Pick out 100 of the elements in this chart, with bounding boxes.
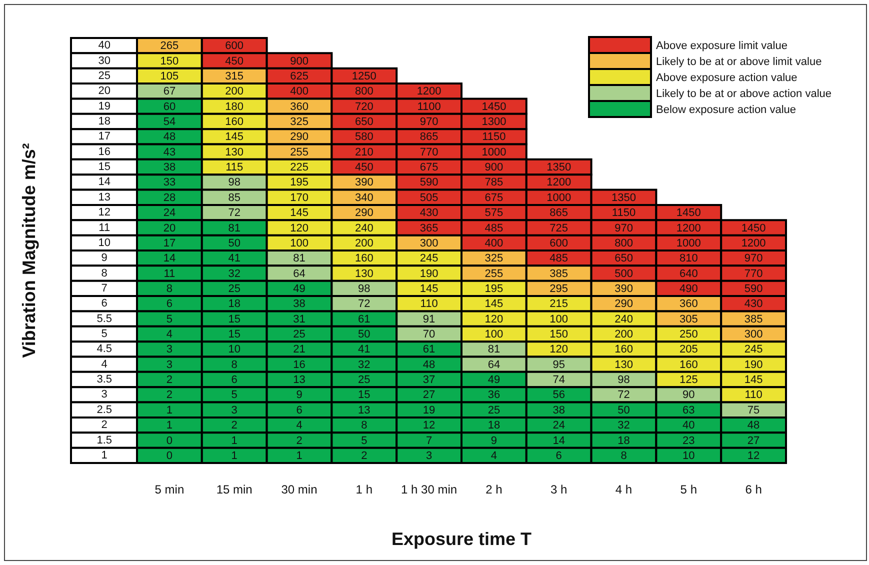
- y-tick-label: 1.5: [96, 434, 112, 446]
- category-label: Likely to be at or above limit value: [656, 56, 822, 68]
- data-label: 1450: [482, 100, 506, 113]
- data-label: 27: [747, 434, 760, 447]
- data-label: 215: [550, 298, 568, 310]
- data-label: 5: [361, 434, 368, 447]
- data-label: 485: [484, 222, 504, 234]
- data-label: 340: [354, 192, 374, 204]
- data-label: 400: [484, 237, 504, 250]
- data-label: 11: [164, 268, 176, 280]
- y-tick-label: 16: [98, 146, 110, 158]
- data-label: 145: [420, 282, 438, 295]
- data-label: 385: [744, 313, 763, 326]
- data-label: 18: [228, 298, 240, 310]
- data-label: 3: [231, 404, 238, 416]
- data-label: 675: [420, 162, 438, 174]
- data-label: 180: [225, 100, 244, 113]
- data-label: 770: [744, 268, 763, 280]
- y-tick-label: 5.5: [96, 312, 112, 325]
- data-label: 2: [166, 389, 173, 402]
- data-label: 17: [163, 237, 176, 250]
- data-label: 6: [296, 404, 302, 416]
- data-label: 580: [354, 131, 374, 144]
- data-label: 120: [484, 313, 504, 326]
- data-label: 5: [231, 389, 238, 402]
- y-tick-label: 1: [101, 449, 108, 462]
- data-label: 15: [228, 328, 240, 341]
- data-label: 0: [166, 450, 173, 462]
- data-label: 575: [484, 207, 504, 220]
- data-label: 200: [614, 328, 633, 341]
- data-label: 720: [354, 100, 374, 113]
- data-label: 1: [231, 450, 238, 462]
- data-label: 190: [420, 268, 438, 280]
- data-label: 255: [484, 268, 504, 280]
- data-label: 5: [166, 313, 173, 326]
- data-label: 81: [228, 222, 240, 234]
- data-label: 0: [166, 434, 173, 447]
- data-label: 360: [679, 298, 698, 310]
- data-label: 1200: [676, 222, 701, 234]
- data-label: 195: [290, 176, 308, 189]
- data-label: 130: [614, 358, 633, 371]
- data-label: 315: [225, 70, 244, 82]
- data-label: 13: [293, 374, 306, 386]
- data-label: 75: [747, 404, 760, 416]
- y-tick-label: 9: [101, 252, 108, 264]
- data-label: 130: [225, 146, 244, 158]
- category-label: Above exposure action value: [656, 72, 798, 84]
- data-label: 225: [290, 162, 308, 174]
- data-label: 865: [420, 131, 438, 144]
- data-label: 150: [550, 328, 568, 341]
- data-label: 970: [420, 116, 438, 128]
- data-label: 1200: [546, 176, 572, 189]
- data-label: 190: [744, 358, 763, 371]
- data-label: 625: [290, 70, 308, 82]
- data-label: 98: [228, 176, 240, 189]
- data-label: 505: [420, 192, 438, 204]
- data-label: 98: [618, 374, 630, 386]
- data-label: 590: [420, 176, 438, 189]
- data-label: 13: [358, 404, 370, 416]
- data-label: 450: [354, 162, 374, 174]
- data-label: 145: [290, 207, 308, 220]
- data-label: 3: [166, 358, 173, 371]
- y-tick-label: 12: [98, 206, 110, 219]
- y-tick-label: 25: [98, 70, 110, 82]
- data-label: 98: [358, 282, 370, 295]
- data-label: 61: [422, 344, 436, 356]
- x-tick-label: 15 min: [216, 482, 252, 497]
- data-label: 500: [614, 268, 633, 280]
- data-label: 6: [231, 374, 238, 386]
- data-label: 8: [620, 450, 627, 462]
- x-axis-title: Exposure time T: [391, 529, 532, 550]
- x-tick-label: 30 min: [281, 482, 318, 497]
- data-label: 1300: [482, 116, 506, 128]
- y-axis-title: Vibration Magnitude m/s²: [18, 143, 39, 358]
- y-tick-label: 40: [98, 40, 110, 52]
- data-label: 21: [293, 344, 306, 356]
- data-label: 640: [679, 268, 698, 280]
- data-label: 54: [163, 116, 176, 128]
- data-label: 100: [290, 237, 308, 250]
- data-label: 240: [614, 313, 633, 326]
- data-label: 14: [552, 434, 565, 447]
- data-label: 43: [163, 146, 176, 158]
- data-label: 27: [422, 389, 436, 402]
- data-label: 2: [231, 420, 238, 432]
- data-label: 725: [550, 222, 568, 234]
- data-label: 390: [354, 176, 374, 189]
- data-label: 74: [552, 374, 565, 386]
- data-label: 675: [484, 192, 504, 204]
- x-tick-label: 1 h: [356, 482, 372, 497]
- data-label: 4: [166, 328, 173, 341]
- data-label: 2: [296, 434, 302, 447]
- data-label: 4: [490, 450, 498, 462]
- data-label: 290: [614, 298, 633, 310]
- data-label: 31: [293, 313, 306, 326]
- data-label: 205: [679, 344, 698, 356]
- data-label: 32: [358, 358, 370, 371]
- data-label: 18: [488, 420, 500, 432]
- data-label: 200: [225, 86, 244, 98]
- data-label: 810: [679, 252, 698, 265]
- y-tick-label: 4: [101, 358, 108, 370]
